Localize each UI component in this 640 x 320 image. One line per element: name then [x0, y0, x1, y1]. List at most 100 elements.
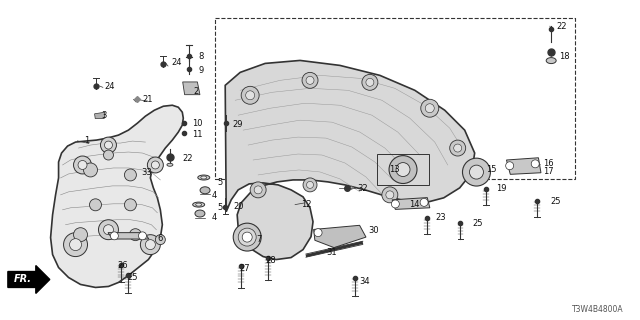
Text: 24: 24: [172, 58, 182, 67]
Circle shape: [302, 72, 318, 88]
Text: 15: 15: [486, 165, 497, 174]
Polygon shape: [8, 266, 50, 293]
Circle shape: [104, 141, 113, 149]
Text: 34: 34: [360, 276, 370, 285]
Text: 7: 7: [256, 235, 262, 244]
Circle shape: [147, 157, 163, 173]
Circle shape: [241, 86, 259, 104]
Circle shape: [254, 186, 262, 194]
Circle shape: [396, 163, 410, 177]
Polygon shape: [108, 233, 149, 239]
Ellipse shape: [167, 163, 173, 166]
Text: 25: 25: [472, 219, 483, 228]
Text: 14: 14: [410, 200, 420, 209]
Text: FR.: FR.: [14, 275, 32, 284]
Circle shape: [531, 160, 540, 168]
Ellipse shape: [201, 176, 207, 179]
Circle shape: [392, 200, 399, 208]
Circle shape: [129, 229, 141, 241]
Text: 22: 22: [182, 154, 193, 163]
Circle shape: [250, 182, 266, 198]
Circle shape: [420, 198, 428, 206]
Circle shape: [450, 140, 466, 156]
Text: 32: 32: [357, 184, 367, 193]
Text: T3W4B4800A: T3W4B4800A: [572, 305, 623, 314]
Circle shape: [238, 228, 256, 246]
Text: 33: 33: [141, 168, 152, 177]
Circle shape: [362, 74, 378, 90]
Text: 20: 20: [234, 202, 244, 211]
Text: 2: 2: [193, 87, 199, 96]
Circle shape: [63, 233, 88, 257]
Text: 28: 28: [266, 256, 276, 265]
Circle shape: [420, 99, 439, 117]
Circle shape: [382, 187, 398, 203]
Circle shape: [242, 232, 252, 242]
Circle shape: [506, 162, 514, 170]
Bar: [378, 154, 429, 186]
Bar: [214, 18, 575, 179]
Polygon shape: [95, 112, 105, 119]
Circle shape: [389, 156, 417, 183]
Circle shape: [104, 150, 113, 160]
Text: 19: 19: [495, 184, 506, 193]
Text: 23: 23: [435, 213, 445, 222]
Circle shape: [140, 235, 161, 255]
Text: 31: 31: [326, 248, 337, 257]
Circle shape: [90, 199, 102, 211]
Ellipse shape: [200, 187, 210, 194]
Circle shape: [145, 240, 156, 250]
Circle shape: [74, 156, 92, 174]
Text: 10: 10: [192, 119, 203, 128]
Circle shape: [138, 232, 147, 240]
Text: 11: 11: [192, 130, 203, 139]
Text: 22: 22: [556, 22, 567, 31]
Circle shape: [425, 104, 435, 113]
Polygon shape: [225, 60, 475, 260]
Circle shape: [152, 161, 159, 169]
Polygon shape: [182, 82, 200, 95]
Text: 4: 4: [211, 190, 217, 200]
Text: 3: 3: [102, 111, 107, 120]
Circle shape: [314, 229, 322, 236]
Text: 4: 4: [211, 213, 217, 222]
Text: 27: 27: [239, 264, 250, 273]
Circle shape: [99, 220, 118, 240]
Circle shape: [70, 239, 81, 251]
Circle shape: [74, 228, 88, 242]
Circle shape: [246, 91, 255, 100]
Circle shape: [110, 232, 118, 240]
Polygon shape: [392, 197, 430, 209]
Circle shape: [366, 78, 374, 86]
Text: 21: 21: [143, 95, 153, 104]
Circle shape: [454, 144, 461, 152]
Circle shape: [83, 163, 97, 177]
Text: 29: 29: [232, 120, 243, 130]
Text: 25: 25: [550, 197, 561, 206]
Polygon shape: [314, 225, 366, 248]
Ellipse shape: [193, 202, 205, 207]
Ellipse shape: [196, 203, 202, 206]
Ellipse shape: [195, 210, 205, 217]
Circle shape: [470, 165, 483, 179]
Circle shape: [233, 223, 261, 251]
Text: 12: 12: [301, 200, 311, 209]
Polygon shape: [51, 105, 183, 287]
Text: 30: 30: [368, 226, 378, 235]
Text: 1: 1: [84, 136, 89, 145]
Text: 25: 25: [127, 273, 138, 282]
Circle shape: [306, 76, 314, 84]
Text: 26: 26: [118, 261, 128, 270]
Text: 17: 17: [543, 167, 554, 176]
Circle shape: [463, 158, 490, 186]
Text: 9: 9: [198, 66, 204, 75]
Ellipse shape: [198, 175, 210, 180]
Circle shape: [303, 178, 317, 192]
Circle shape: [386, 191, 394, 199]
Polygon shape: [506, 158, 541, 174]
Ellipse shape: [546, 58, 556, 64]
Text: 5: 5: [218, 203, 223, 212]
Text: 8: 8: [198, 52, 204, 61]
Text: 13: 13: [389, 165, 399, 174]
Circle shape: [156, 235, 165, 244]
